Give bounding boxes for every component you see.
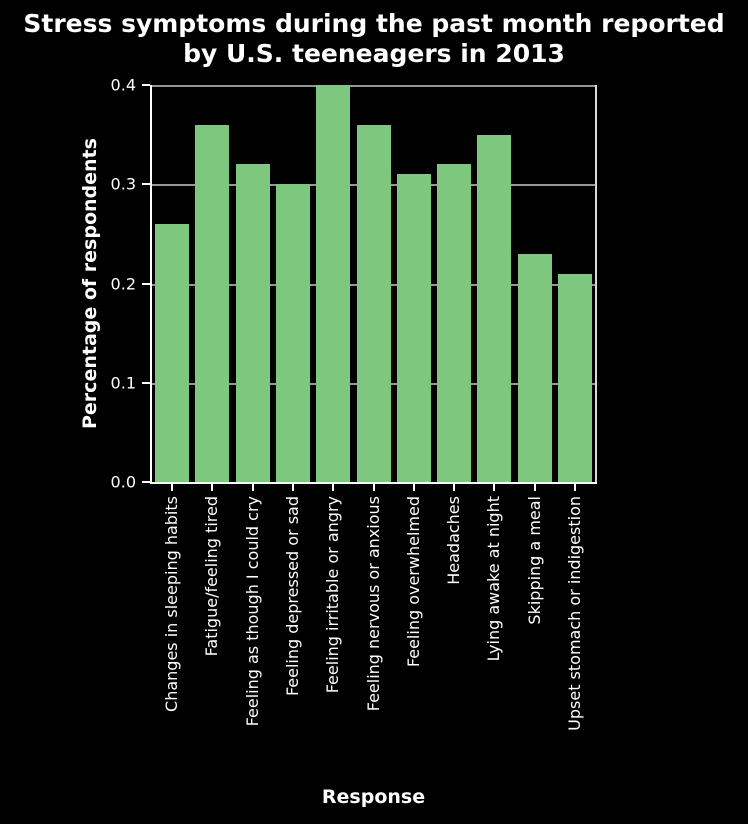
x-tick [493, 484, 496, 491]
bar-fatigue-feeling-tired [195, 124, 230, 482]
bar-headaches [437, 164, 472, 482]
y-tick-label: 0.2 [110, 274, 136, 293]
x-tick [372, 484, 375, 491]
bar-feeling-as-though-i-could-cry [235, 164, 270, 482]
bar-feeling-overwhelmed [396, 174, 431, 482]
bar-upset-stomach-or-indigestion [557, 273, 592, 482]
chart-title-line-2: by U.S. teeneagers in 2013 [183, 39, 565, 68]
y-axis-spine [150, 85, 152, 484]
right-spine [595, 85, 597, 482]
y-tick-0.3 [142, 183, 150, 186]
x-tick [332, 484, 335, 491]
bar-skipping-a-meal [517, 253, 552, 482]
x-tick-label: Skipping a meal [524, 496, 544, 625]
y-tick-0.1 [142, 381, 150, 384]
x-tick [533, 484, 536, 491]
bar-feeling-nervous-or-anxious [356, 124, 391, 482]
x-axis-spine [150, 482, 597, 484]
x-tick-label: Upset stomach or indigestion [564, 496, 584, 731]
x-tick-label: Feeling depressed or sad [282, 496, 302, 697]
bar-lying-awake-at-night [477, 134, 512, 482]
x-tick [251, 484, 254, 491]
y-tick-label: 0.0 [110, 472, 136, 492]
y-tick-0.0 [142, 481, 150, 483]
bar-feeling-irritable-or-angry [316, 85, 351, 482]
x-tick-label: Changes in sleeping habits [162, 496, 182, 712]
x-axis-label: Response [321, 786, 426, 808]
y-axis-label: Percentage of respondents [79, 138, 101, 429]
bar-changes-in-sleeping-habits [155, 223, 190, 482]
chart-title-line-1: Stress symptoms during the past month re… [23, 9, 725, 38]
x-tick-label: Feeling as though I could cry [242, 496, 262, 727]
plot-area: 0.0 0.1 0.2 0.3 0.4 Changes in sleeping habit… [111, 76, 597, 731]
y-tick-0.4 [142, 84, 150, 86]
x-tick [573, 484, 576, 491]
x-tick [211, 484, 214, 491]
y-tick-0.2 [142, 282, 150, 285]
x-tick-label: Fatigue/feeling tired [202, 496, 222, 657]
x-tick-label: Feeling overwhelmed [403, 496, 423, 668]
x-tick [412, 484, 415, 491]
y-tick-label: 0.4 [110, 75, 136, 95]
x-tick-label: Lying awake at night [484, 496, 504, 662]
x-tick-label: Headaches [444, 496, 464, 585]
y-tick-label: 0.1 [110, 373, 136, 393]
chart-title: Stress symptoms during the past month re… [0, 9, 748, 69]
y-tick-label: 0.3 [110, 174, 136, 194]
x-tick-label: Feeling irritable or angry [323, 496, 343, 694]
bar-feeling-depressed-or-sad [275, 184, 310, 482]
x-tick-label: Feeling nervous or anxious [363, 496, 383, 712]
gridline-0.4 [152, 85, 595, 87]
x-tick [291, 484, 294, 491]
x-tick [453, 484, 456, 491]
x-tick [171, 484, 174, 491]
